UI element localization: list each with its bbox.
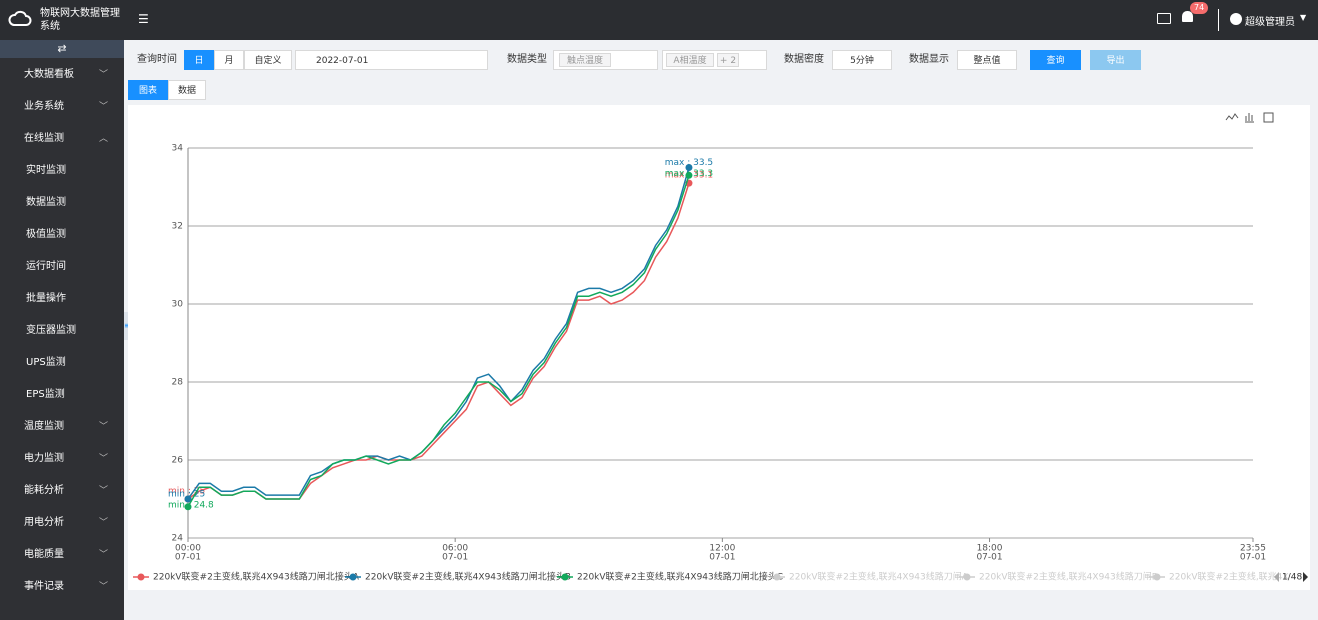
menu-label: 温度监测 bbox=[24, 421, 64, 432]
menu-item[interactable]: 事件记录 ﹀ bbox=[0, 571, 124, 603]
menu-item[interactable]: 能耗分析 ﹀ bbox=[0, 475, 124, 507]
menu-item[interactable]: 电能质量 ﹀ bbox=[0, 539, 124, 571]
menu-label: 电力监测 bbox=[24, 453, 64, 464]
submenu-item[interactable]: 极值监测 bbox=[26, 229, 66, 240]
tag: + 2 bbox=[717, 53, 739, 67]
menu-item[interactable]: 业务系统 ﹀ bbox=[0, 91, 124, 123]
tab[interactable]: 图表 bbox=[128, 80, 168, 100]
user-name[interactable]: 超级管理员 bbox=[1245, 17, 1295, 28]
menu-item[interactable]: 电力监测 ﹀ bbox=[0, 443, 124, 475]
menu-item[interactable]: 用电分析 ﹀ bbox=[0, 507, 124, 539]
month-button[interactable]: 月 bbox=[214, 50, 244, 70]
submenu-item[interactable]: 实时监测 bbox=[26, 165, 66, 176]
menu-arrow: ﹀ bbox=[98, 550, 108, 560]
date-input[interactable]: 2022-07-01 bbox=[295, 50, 488, 70]
custom-button[interactable]: 自定义 bbox=[244, 50, 292, 70]
filter-label: 数据密度 bbox=[784, 54, 824, 65]
submenu-item[interactable]: 数据监测 bbox=[26, 197, 66, 208]
menu-label: 能耗分析 bbox=[24, 485, 64, 496]
tag: A相温度 bbox=[666, 53, 714, 67]
badge: 74 bbox=[1190, 2, 1209, 14]
submenu-item[interactable]: 变压器监测 bbox=[26, 325, 76, 336]
submenu-item[interactable]: EPS监测 bbox=[26, 389, 65, 400]
submenu-item[interactable]: UPS监测 bbox=[26, 357, 66, 368]
menu-label: 电能质量 bbox=[24, 549, 64, 560]
menu-label: 大数据看板 bbox=[24, 69, 74, 80]
filter-label: 数据类型 bbox=[507, 54, 547, 65]
day-button[interactable]: 日 bbox=[184, 50, 214, 70]
menu-label: 事件记录 bbox=[24, 581, 64, 592]
menu-item[interactable]: 在线监测 ︿ bbox=[0, 123, 124, 155]
avatar[interactable] bbox=[1230, 13, 1242, 25]
tag: 触点温度 bbox=[559, 53, 611, 67]
logo bbox=[8, 10, 32, 26]
menu-arrow: ﹀ bbox=[98, 518, 108, 528]
menu-arrow: ︿ bbox=[98, 134, 108, 144]
menu-arrow: ﹀ bbox=[98, 454, 108, 464]
submenu-item[interactable]: 批量操作 bbox=[26, 293, 66, 304]
menu-arrow: ﹀ bbox=[98, 422, 108, 432]
display-select[interactable]: 整点值 bbox=[957, 50, 1017, 70]
menu: 大数据看板 ﹀ 业务系统 ﹀ 在线监测 ︿ 实时监测数据监测极值监测运行时间批量操作变压器监… bbox=[0, 58, 124, 603]
tab[interactable]: 数据 bbox=[168, 80, 206, 100]
density-select[interactable]: 5分钟 bbox=[832, 50, 892, 70]
menu-item[interactable]: 温度监测 ﹀ bbox=[0, 411, 124, 443]
divider bbox=[1218, 9, 1219, 31]
query-button[interactable]: 查询 bbox=[1030, 50, 1081, 70]
user-caret[interactable]: ▼ bbox=[1300, 13, 1307, 22]
filter-label: 查询时间 bbox=[137, 54, 177, 65]
submenu-item[interactable]: 运行时间 bbox=[26, 261, 66, 272]
screen-icon[interactable] bbox=[1157, 13, 1171, 24]
sidebar: ⇄ 大数据看板 ﹀ 业务系统 ﹀ 在线监测 ︿ 实时监测数据监测极值监测运行时间批量操作变压… bbox=[0, 40, 124, 620]
menu-arrow: ﹀ bbox=[98, 70, 108, 80]
chart-card bbox=[128, 105, 1310, 590]
app-title: 物联网大数据管理系统 bbox=[40, 8, 120, 32]
top-bar: 物联网大数据管理系统 ☰ 74 超级管理员 ▼ bbox=[0, 0, 1318, 40]
filter-label: 数据显示 bbox=[909, 54, 949, 65]
menu-toggle[interactable]: ☰ bbox=[138, 12, 149, 26]
sidebar-toggle[interactable]: ⇄ bbox=[0, 40, 124, 58]
menu-arrow: ﹀ bbox=[98, 102, 108, 112]
bell-icon[interactable] bbox=[1182, 11, 1193, 22]
menu-item[interactable]: 大数据看板 ﹀ bbox=[0, 59, 124, 91]
menu-label: 在线监测 bbox=[24, 133, 64, 144]
export-button[interactable]: 导出 bbox=[1090, 50, 1141, 70]
menu-label: 业务系统 bbox=[24, 101, 64, 112]
menu-arrow: ﹀ bbox=[98, 582, 108, 592]
menu-label: 用电分析 bbox=[24, 517, 64, 528]
menu-arrow: ﹀ bbox=[98, 486, 108, 496]
